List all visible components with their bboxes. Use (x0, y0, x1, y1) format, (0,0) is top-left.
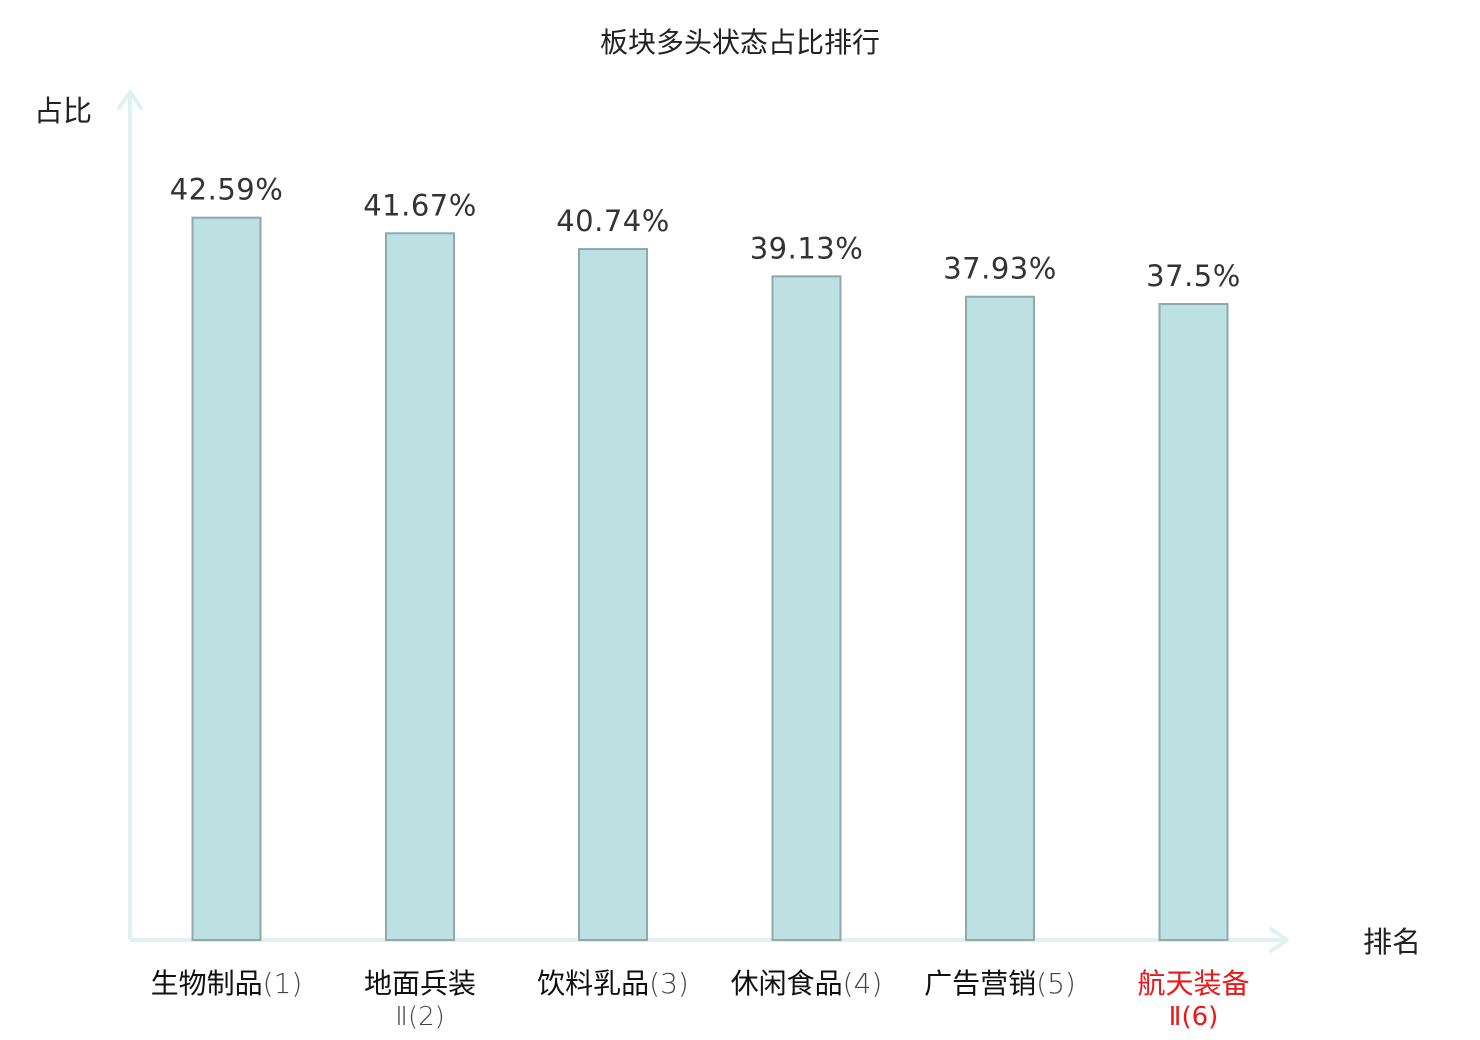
x-axis-label: 排名 (1363, 925, 1421, 959)
value-label-6: 37.5% (1146, 259, 1241, 293)
value-label-3: 40.74% (556, 204, 670, 238)
category-rank: (4) (843, 967, 883, 1000)
bar-4 (771, 275, 842, 941)
category-rank: Ⅱ(2) (395, 1002, 445, 1032)
bar-series (191, 216, 1229, 942)
value-label-2: 41.67% (363, 188, 477, 222)
value-labels: 42.59% 41.67% 40.74% 39.13% 37.93% 37.5% (170, 173, 1241, 293)
category-rank: (3) (649, 967, 689, 1000)
category-rank: Ⅱ(6) (1169, 1002, 1219, 1032)
bar-1 (191, 216, 262, 942)
category-label-4: 休闲食品(4) (731, 967, 883, 1000)
category-labels: 生物制品(1) 地面兵装 Ⅱ(2) 饮料乳品(3) 休闲食品(4) 广告营销(5) 航天装备… (151, 967, 1250, 1032)
category-name: 生物制品 (151, 967, 263, 1000)
value-label-4: 39.13% (750, 231, 864, 265)
category-label-1: 生物制品(1) (151, 967, 303, 1000)
x-axis: 排名 (130, 925, 1421, 959)
y-axis: 占比 (34, 90, 143, 940)
value-label-1: 42.59% (170, 173, 284, 207)
x-axis-arrow (1269, 927, 1289, 953)
category-name: 航天装备 (1137, 967, 1249, 1000)
category-rank: (5) (1036, 967, 1076, 1000)
y-axis-arrow (117, 90, 143, 110)
value-label-5: 37.93% (943, 252, 1057, 286)
category-name: 饮料乳品 (537, 967, 649, 1000)
bar-6 (1158, 303, 1229, 941)
category-label-2: 地面兵装 Ⅱ(2) (364, 967, 476, 1032)
bar-5 (965, 295, 1035, 941)
category-name: 休闲食品 (731, 967, 843, 1000)
category-name: 广告营销 (924, 967, 1036, 1000)
category-name: 地面兵装 (364, 967, 476, 1000)
chart-title: 板块多头状态占比排行 (600, 26, 880, 59)
category-rank: (1) (263, 967, 303, 1000)
category-label-3: 饮料乳品(3) (537, 967, 689, 1000)
bar-3 (578, 248, 648, 941)
y-axis-label: 占比 (34, 94, 92, 128)
category-label-5: 广告营销(5) (924, 967, 1076, 1000)
category-label-6: 航天装备 Ⅱ(6) (1137, 967, 1249, 1032)
bar-2 (385, 232, 455, 941)
